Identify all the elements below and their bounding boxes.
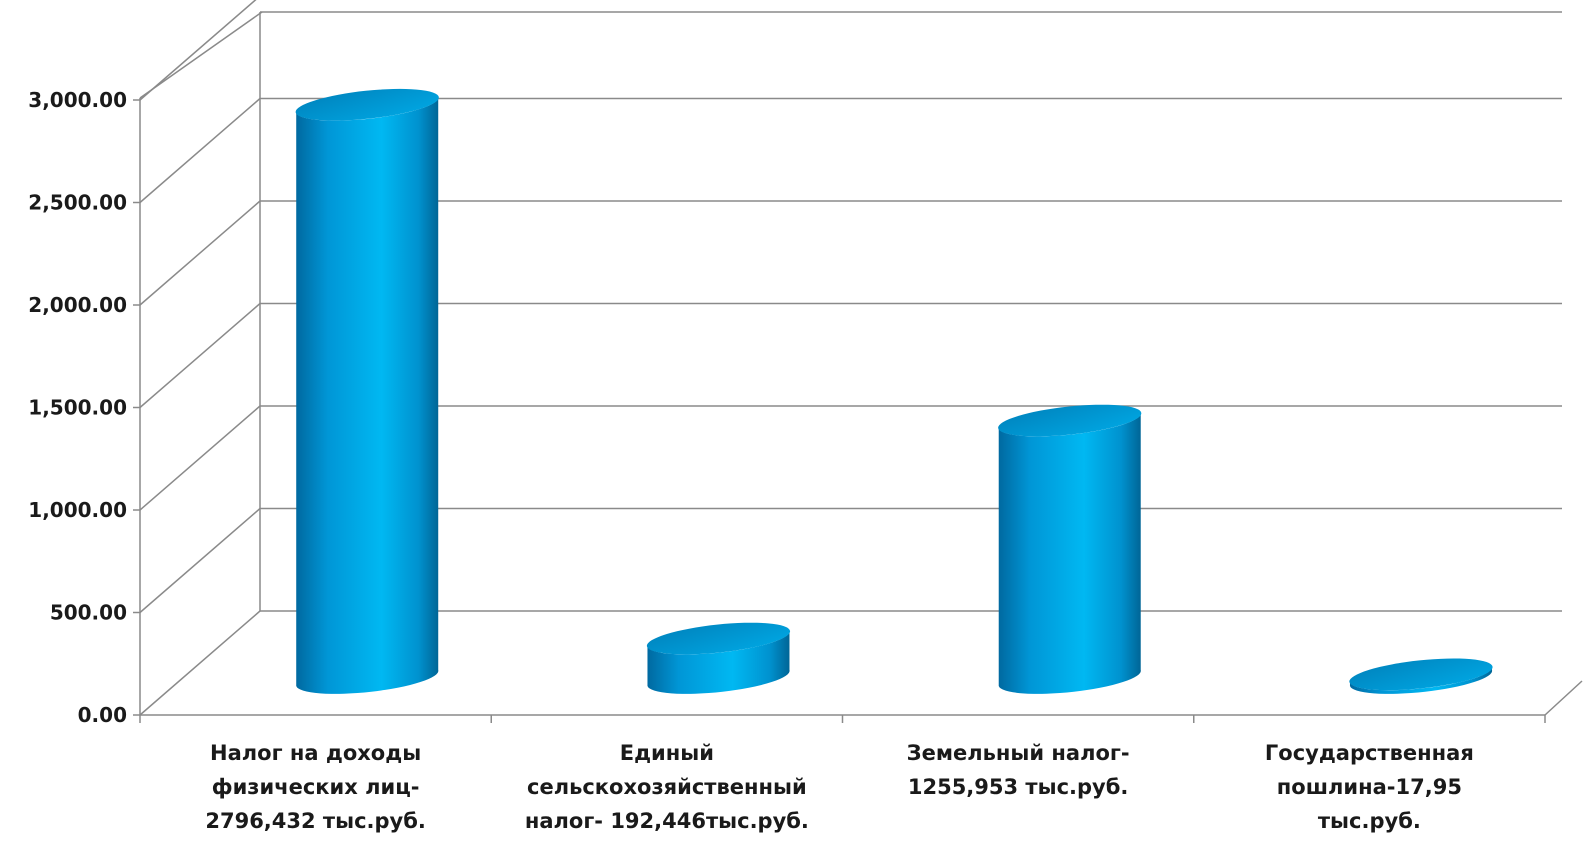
grid-side-line — [139, 610, 261, 716]
floor-right-edge — [1544, 680, 1583, 716]
grid-side-line — [139, 200, 261, 306]
grid-side-line — [139, 302, 261, 409]
x-axis-category-labels: Налог на доходы физических лиц-2796,432 т… — [205, 741, 1473, 833]
bar-top-cap — [646, 622, 791, 655]
y-tick-label: 0.00 — [78, 703, 127, 727]
y-tick-label: 2,500.00 — [28, 191, 127, 215]
gridlines — [139, 0, 1562, 716]
y-tick-label: 1,000.00 — [28, 498, 127, 522]
x-category-label: Государственная пошлина-17,95 тыс.руб. — [1265, 741, 1474, 833]
bar-body — [1349, 666, 1493, 694]
bar-body — [998, 412, 1141, 694]
bar-body — [647, 630, 790, 694]
bar — [998, 404, 1142, 694]
grid-side-line — [139, 97, 261, 204]
bar-top-cap — [295, 88, 439, 121]
y-tick-label: 1,500.00 — [28, 396, 127, 420]
y-axis-tick-labels: 0.00 500.00 1,000.00 1,500.00 2,000.00 2,500.… — [28, 88, 127, 727]
bar — [1349, 658, 1493, 694]
top-side-edge — [139, 11, 263, 99]
grid-side-line — [139, 0, 257, 101]
bar-top-cap — [998, 404, 1142, 437]
x-category-label: Земельный налог-1255,953 тыс.руб. — [907, 741, 1130, 799]
x-category-label: Налог на доходы физических лиц-2796,432 т… — [205, 741, 426, 833]
bar — [646, 622, 791, 694]
y-tick-label: 3,000.00 — [28, 88, 127, 112]
grid-side-line — [139, 405, 261, 511]
bar-body — [296, 96, 439, 694]
y-tick-label: 2,000.00 — [28, 293, 127, 317]
x-category-label: Единый сельскохозяйственный налог- 192,446… — [525, 741, 809, 833]
chart-frame — [139, 11, 1583, 716]
bar — [295, 88, 439, 694]
axes — [133, 98, 1546, 723]
y-tick-label: 500.00 — [50, 601, 127, 625]
bar-top-cap — [1349, 658, 1493, 691]
bars — [295, 88, 1493, 694]
grid-side-line — [139, 507, 261, 614]
